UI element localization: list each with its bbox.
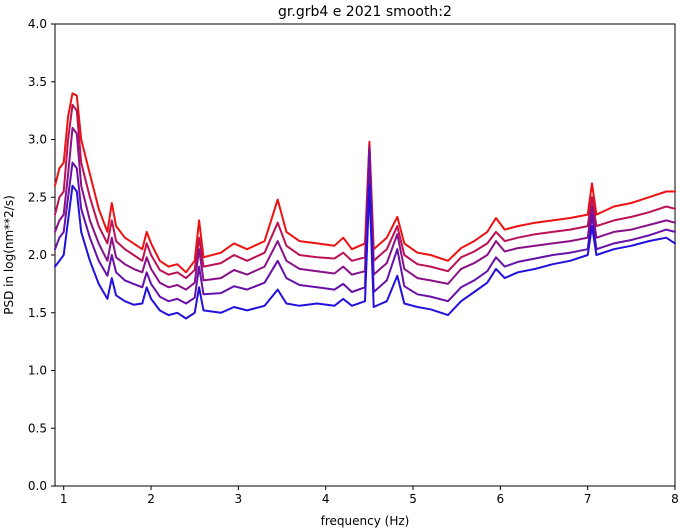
- y-tick-label: 1.0: [28, 364, 47, 378]
- y-tick-label: 3.5: [28, 75, 47, 89]
- y-tick-label: 4.0: [28, 17, 47, 31]
- y-axis-ticks: 0.0 0.5 1.0 1.5 2.0 2.5 3.0 3.5 4.0: [28, 17, 55, 493]
- x-tick-label: 6: [497, 492, 505, 506]
- y-tick-label: 0.0: [28, 479, 47, 493]
- y-tick-label: 3.0: [28, 133, 47, 147]
- x-axis-label: frequency (Hz): [321, 514, 410, 528]
- x-tick-label: 7: [584, 492, 592, 506]
- series-line-1: [54, 92, 676, 274]
- x-tick-label: 8: [671, 492, 679, 506]
- series-line-4: [54, 150, 676, 305]
- series-group: [54, 92, 676, 320]
- y-tick-label: 2.5: [28, 190, 47, 204]
- y-axis-label: PSD in log(nm**2/s): [2, 195, 16, 315]
- x-axis-ticks: 1 2 3 4 5 6 7 8: [60, 486, 679, 506]
- y-tick-label: 0.5: [28, 421, 47, 435]
- series-line-5: [54, 184, 676, 320]
- x-tick-label: 2: [147, 492, 155, 506]
- series-line-2: [54, 103, 676, 280]
- y-tick-label: 1.5: [28, 306, 47, 320]
- y-tick-label: 2.0: [28, 248, 47, 262]
- x-tick-label: 1: [60, 492, 68, 506]
- x-tick-label: 4: [322, 492, 330, 506]
- x-tick-label: 5: [409, 492, 417, 506]
- chart-title: gr.grb4 e 2021 smooth:2: [278, 4, 452, 20]
- series-line-3: [54, 126, 676, 291]
- x-tick-label: 3: [235, 492, 243, 506]
